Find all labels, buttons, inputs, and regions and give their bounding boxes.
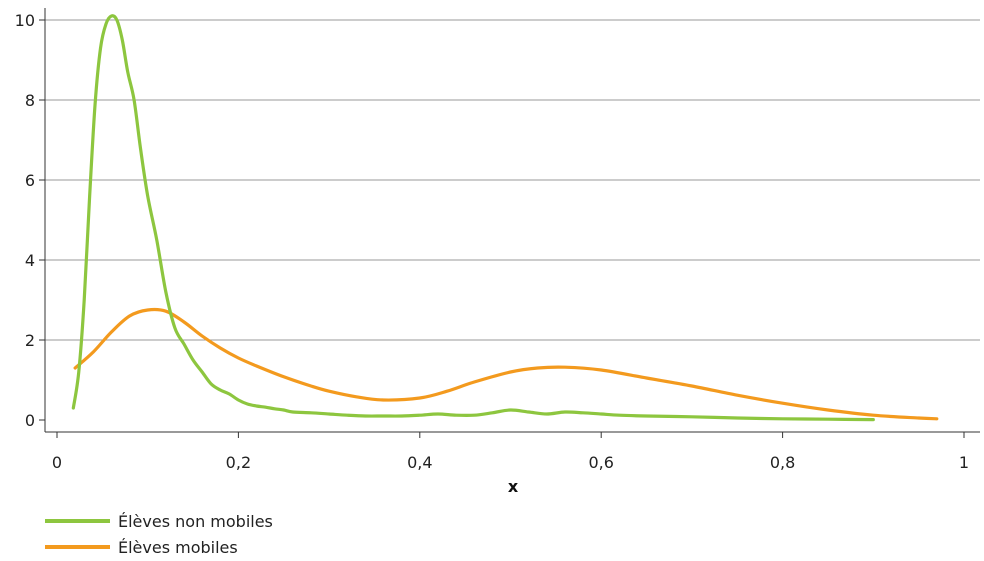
gridlines <box>45 19 980 341</box>
series-line-1 <box>73 307 939 421</box>
series-lines <box>71 14 939 422</box>
legend: Élèves non mobiles Élèves mobiles <box>45 512 273 557</box>
y-tick-label-1: 2 <box>25 331 35 350</box>
series-line-0 <box>71 14 875 422</box>
legend-label-0: Élèves non mobiles <box>118 512 273 531</box>
y-tick-label-2: 4 <box>25 251 35 270</box>
x-tick-label-4: 0,8 <box>770 453 795 472</box>
x-tick-label-0: 0 <box>52 453 62 472</box>
x-tick-label-2: 0,4 <box>407 453 432 472</box>
legend-label-1: Élèves mobiles <box>118 538 238 557</box>
y-tick-label-3: 6 <box>25 171 35 190</box>
y-tick-label-4: 8 <box>25 91 35 110</box>
x-tick-label-3: 0,6 <box>588 453 613 472</box>
x-tick-label-1: 0,2 <box>226 453 251 472</box>
y-tick-label-0: 0 <box>25 411 35 430</box>
x-axis-title: x <box>508 477 519 496</box>
y-tick-label-5: 10 <box>15 11 35 30</box>
x-tick-label-5: 1 <box>959 453 969 472</box>
axes: 0 2 4 6 8 10 0 0,2 0,4 0,6 0,8 1 <box>15 8 980 472</box>
